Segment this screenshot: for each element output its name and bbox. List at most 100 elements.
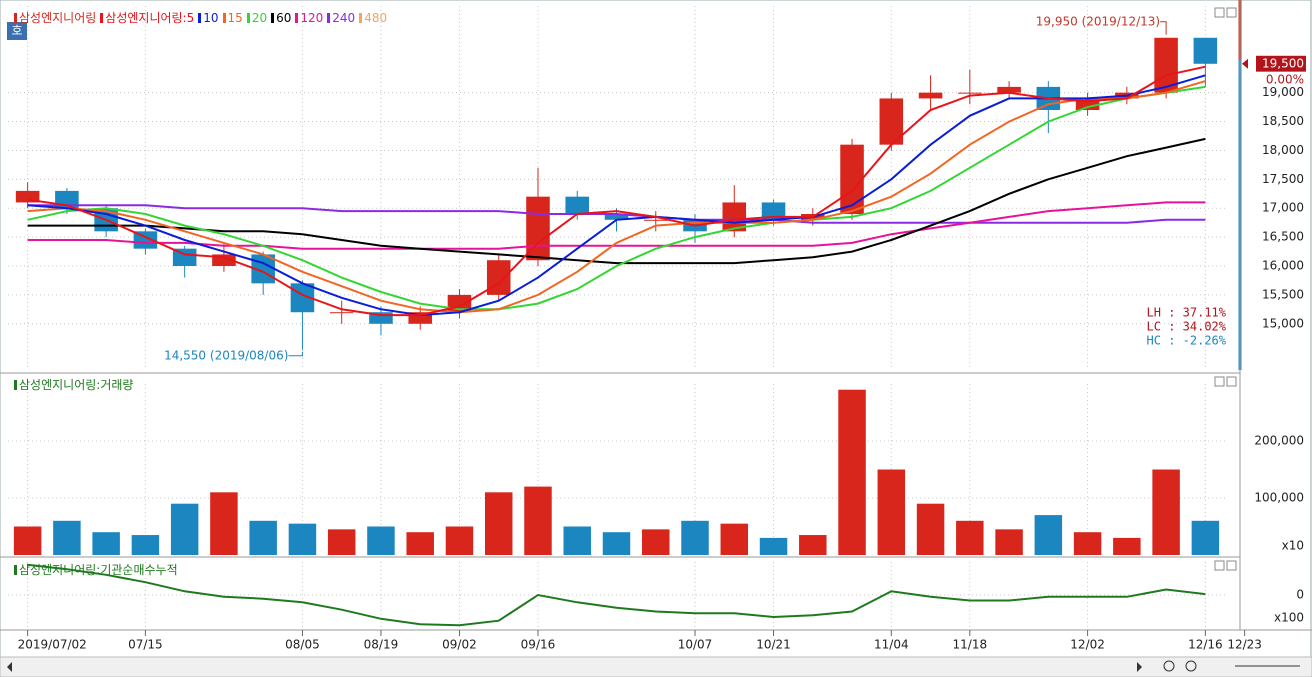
volume-bar [838, 389, 866, 555]
legend-marker [246, 12, 250, 23]
x-tick-label: 09/16 [521, 638, 556, 652]
legend-marker [100, 12, 104, 23]
legend: 삼성엔지니어링:기관순매수누적 [14, 561, 178, 578]
last-price-arrow [1242, 58, 1248, 69]
legend-label: 삼성엔지니어링 [19, 11, 97, 25]
volume-bar [1113, 537, 1141, 555]
candle-body [526, 196, 550, 261]
volume-bar [327, 529, 356, 555]
candle-body [133, 231, 158, 249]
legend-label: 삼성엔지니어링:기관순매수누적 [19, 563, 178, 577]
legend-marker [14, 379, 17, 390]
volume-bar [249, 520, 277, 555]
legend-marker [271, 12, 275, 23]
volume-bar [131, 535, 160, 555]
legend-entry: 480 [359, 11, 387, 25]
min-annotation: 14,550 (2019/08/06) [164, 348, 288, 362]
scroll-left[interactable] [7, 662, 12, 672]
candle-body [369, 312, 393, 324]
volume-bar [288, 523, 317, 555]
y-tick-label: 18,000 [1262, 143, 1304, 157]
stat: LH : 37.11% [1147, 306, 1227, 320]
scrollbar[interactable] [0, 656, 1312, 677]
legend-label: 240 [332, 10, 356, 25]
scroll-right[interactable] [1137, 662, 1142, 672]
volume-bar [681, 520, 709, 555]
zoom-in[interactable] [1185, 660, 1197, 672]
y-tick-label: 15,000 [1262, 316, 1304, 330]
volume-bar [53, 520, 81, 555]
ma-line [27, 80, 1206, 314]
legend-label: 60 [276, 10, 292, 25]
minimize[interactable] [1214, 7, 1225, 18]
legend-entry: 삼성엔지니어링:거래량 [14, 376, 133, 393]
candle-body [1075, 98, 1100, 110]
volume-bar [1191, 520, 1220, 555]
legend-entry: 60 [271, 11, 291, 25]
x-tick-label: 12/02 [1070, 638, 1105, 652]
candle-body [879, 98, 904, 145]
volume-bar [406, 532, 434, 555]
volume-bar [759, 537, 788, 555]
candle-body [1193, 37, 1218, 64]
x-tick-label: 2019/07/02 [18, 638, 87, 652]
candle-body [329, 312, 354, 314]
y-tick-label: 17,000 [1262, 201, 1304, 215]
legend-label: 삼성엔지니어링:5 [105, 11, 195, 25]
close[interactable] [1226, 560, 1237, 571]
candle-body [958, 92, 982, 94]
close[interactable] [1226, 7, 1237, 18]
volume-bar [367, 526, 395, 555]
legend-entry: 10 [198, 11, 219, 25]
volume-bar [995, 529, 1023, 555]
badge: 호 [11, 24, 22, 38]
volume-bar [445, 526, 474, 555]
volume-bar [642, 529, 670, 555]
y-tick-label: 19,000 [1262, 85, 1304, 99]
legend-entry: 삼성엔지니어링:5 [100, 9, 194, 26]
candle-body [408, 312, 432, 324]
legend: 삼성엔지니어링:거래량 [14, 376, 133, 393]
legend-entry: 240 [327, 11, 355, 25]
volume-bar [484, 492, 513, 555]
volume-bar [92, 532, 120, 555]
volume-bar [1152, 469, 1180, 555]
last-price-box [1256, 55, 1306, 72]
y-tick-label: 15,500 [1262, 287, 1304, 301]
volume-bar [877, 469, 906, 555]
candle-body [15, 190, 40, 203]
volume-bar [210, 492, 238, 555]
candle-body [604, 214, 629, 220]
panel-buttons[interactable] [1214, 7, 1237, 571]
min-arrow [288, 351, 303, 357]
y-tick-label: 16,500 [1262, 230, 1304, 244]
unit-label: x10 [1282, 539, 1304, 553]
zoom-out[interactable] [1163, 660, 1175, 672]
x-tick-label: 08/19 [364, 638, 399, 652]
x-tick-label: 11/04 [874, 638, 909, 652]
ma-line [27, 201, 1206, 250]
x-tick-label: 09/02 [442, 638, 477, 652]
legend-entry: 20 [246, 10, 268, 25]
candle-body [486, 260, 511, 295]
x-tick-label: 11/18 [953, 638, 988, 652]
legend-marker [327, 12, 331, 23]
minimize[interactable] [1214, 376, 1225, 387]
legend-entry: 삼성엔지니어링:기관순매수누적 [14, 561, 178, 578]
y-tick-label: 0 [1296, 588, 1304, 602]
last-price: 19,500 [1262, 56, 1304, 70]
candle-body [761, 202, 786, 220]
max-annotation: 19,950 (2019/12/13) [1036, 14, 1160, 28]
legend-label: 삼성엔지니어링:거래량 [19, 378, 134, 392]
volume-bar [170, 503, 199, 555]
volume-bar [916, 503, 945, 555]
legend-marker [198, 12, 202, 23]
net-buy-line [27, 563, 1206, 627]
legend-label: 20 [251, 10, 268, 25]
legend-marker [14, 12, 17, 23]
close[interactable] [1226, 376, 1237, 387]
badge-box [7, 22, 27, 40]
y-tick-label: 17,500 [1262, 172, 1304, 186]
minimize[interactable] [1214, 560, 1225, 571]
